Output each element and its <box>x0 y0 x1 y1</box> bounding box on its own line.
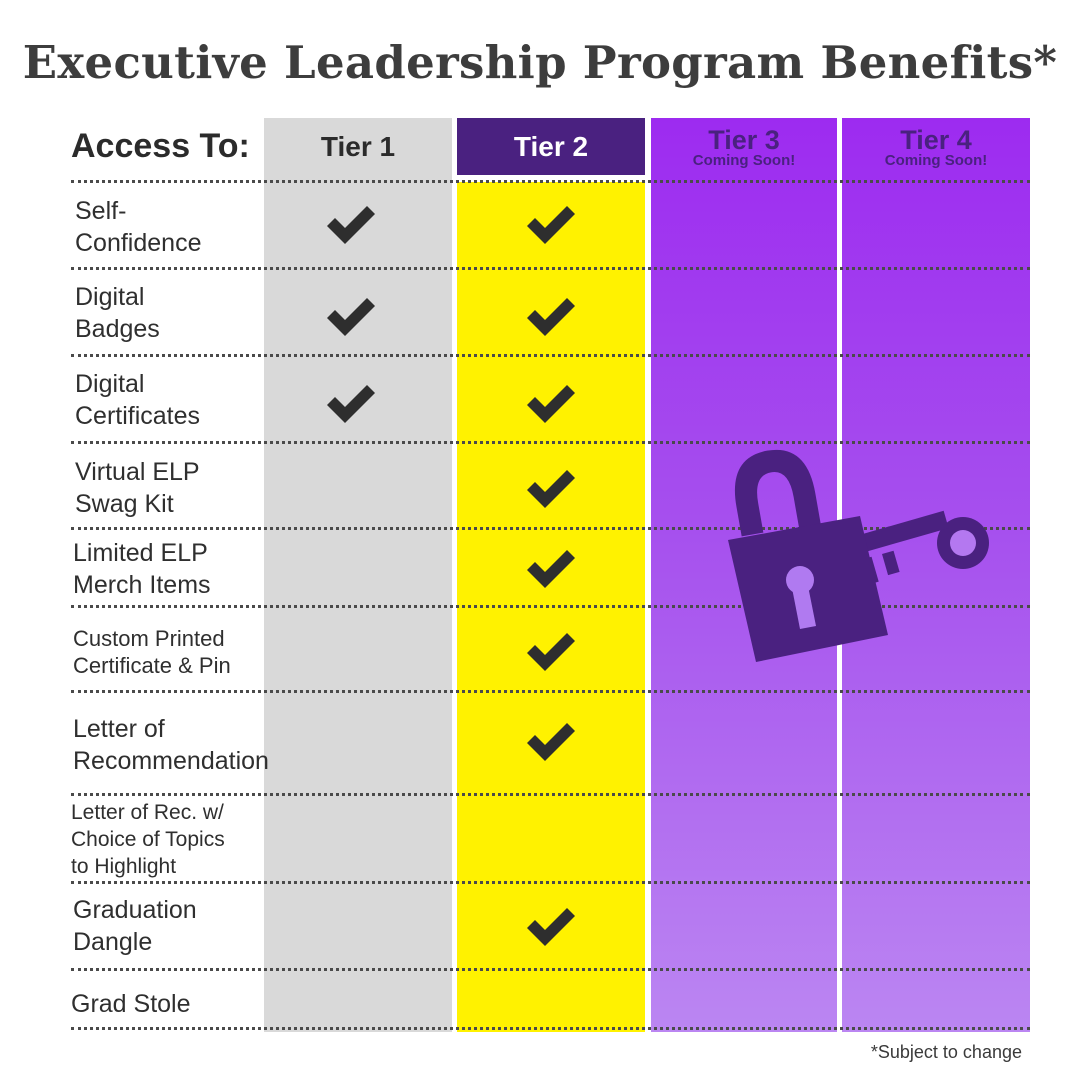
tier-4-heading: Tier 4 Coming Soon! <box>842 126 1030 168</box>
row-divider <box>71 1027 1030 1030</box>
checkmark-icon <box>323 202 379 246</box>
tier-1-column <box>264 118 452 1032</box>
row-divider <box>71 881 1030 884</box>
page-title: Executive Leadership Program Benefits* <box>22 36 1058 89</box>
checkmark-icon <box>323 294 379 338</box>
benefit-label-digital-certificates: Digital Certificates <box>75 370 201 430</box>
benefit-label-digital-badges: Digital Badges <box>75 283 160 343</box>
tier-3-label: Tier 3 <box>708 125 780 155</box>
tier-2-heading: Tier 2 <box>513 131 589 162</box>
tier-3-coming-soon: Coming Soon! <box>692 152 796 169</box>
row-divider <box>71 527 1030 530</box>
tier-2-header-band <box>457 118 645 175</box>
benefit-label-printed-certificate: Custom Printed Certificate & Pin <box>73 626 231 678</box>
row-divider <box>71 968 1030 971</box>
row-divider <box>71 354 1030 357</box>
checkmark-icon <box>523 904 579 948</box>
tier-1-heading: Tier 1 <box>320 131 396 162</box>
benefit-label-virtual-swag-kit: Virtual ELP Swag Kit <box>75 458 200 518</box>
checkmark-icon <box>323 381 379 425</box>
row-divider <box>71 267 1030 270</box>
benefit-label-letter-of-recommendation: Letter of Recommendation <box>73 715 269 775</box>
access-to-heading: Access To: <box>71 127 250 165</box>
row-divider <box>71 605 1030 608</box>
benefit-label-merch-items: Limited ELP Merch Items <box>73 539 211 599</box>
row-divider <box>71 793 1030 796</box>
footnote: *Subject to change <box>870 1042 1022 1062</box>
tier-4-label: Tier 4 <box>900 125 972 155</box>
row-divider <box>71 441 1030 444</box>
checkmark-icon <box>523 719 579 763</box>
row-divider <box>71 690 1030 693</box>
benefit-label-letter-of-rec-topics: Letter of Rec. w/ Choice of Topics to Hi… <box>71 801 225 878</box>
tier-4-coming-soon: Coming Soon! <box>884 152 988 169</box>
checkmark-icon <box>523 629 579 673</box>
checkmark-icon <box>523 202 579 246</box>
row-divider <box>71 180 1030 183</box>
benefit-label-graduation-dangle: Graduation Dangle <box>73 896 197 956</box>
checkmark-icon <box>523 294 579 338</box>
benefit-label-grad-stole: Grad Stole <box>71 990 191 1018</box>
tier-3-heading: Tier 3 Coming Soon! <box>651 126 837 168</box>
benefit-label-self-confidence: Self- Confidence <box>75 197 202 257</box>
checkmark-icon <box>523 381 579 425</box>
checkmark-icon <box>523 546 579 590</box>
lock-and-key-icon <box>720 420 1000 670</box>
checkmark-icon <box>523 466 579 510</box>
